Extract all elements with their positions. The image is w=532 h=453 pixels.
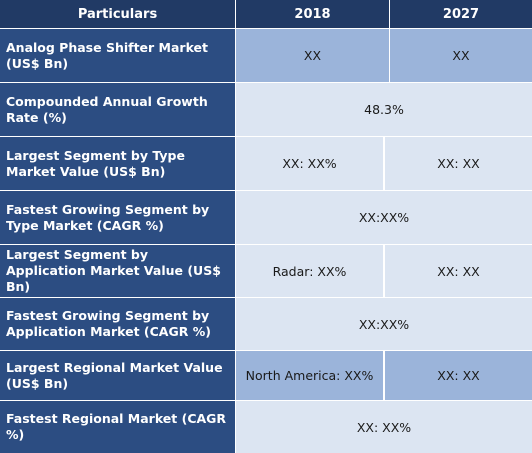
row-value-2027: XX: XX — [385, 137, 532, 190]
row-label: Fastest Regional Market (CAGR %) — [0, 401, 235, 453]
row-value-2018: North America: XX% — [236, 351, 383, 400]
row-label: Fastest Growing Segment by Type Market (… — [0, 191, 235, 244]
row-value-2027: XX — [390, 29, 532, 82]
row-value-2018: Radar: XX% — [236, 245, 383, 297]
header-2027: 2027 — [390, 0, 532, 28]
header-2018: 2018 — [236, 0, 389, 28]
row-label: Largest Segment by Type Market Value (US… — [0, 137, 235, 190]
row-value-merged: XX: XX% — [236, 401, 532, 453]
row-value-2027: XX: XX — [385, 351, 532, 400]
row-label: Analog Phase Shifter Market (US$ Bn) — [0, 29, 235, 82]
row-label: Largest Segment by Application Market Va… — [0, 245, 235, 297]
header-particulars: Particulars — [0, 0, 235, 28]
row-value-merged: 48.3% — [236, 83, 532, 136]
row-value-2018: XX — [236, 29, 389, 82]
row-value-2018: XX: XX% — [236, 137, 383, 190]
row-value-merged: XX:XX% — [236, 298, 532, 350]
row-value-2027: XX: XX — [385, 245, 532, 297]
row-label: Fastest Growing Segment by Application M… — [0, 298, 235, 350]
row-value-merged: XX:XX% — [236, 191, 532, 244]
row-label: Largest Regional Market Value (US$ Bn) — [0, 351, 235, 400]
row-label: Compounded Annual Growth Rate (%) — [0, 83, 235, 136]
